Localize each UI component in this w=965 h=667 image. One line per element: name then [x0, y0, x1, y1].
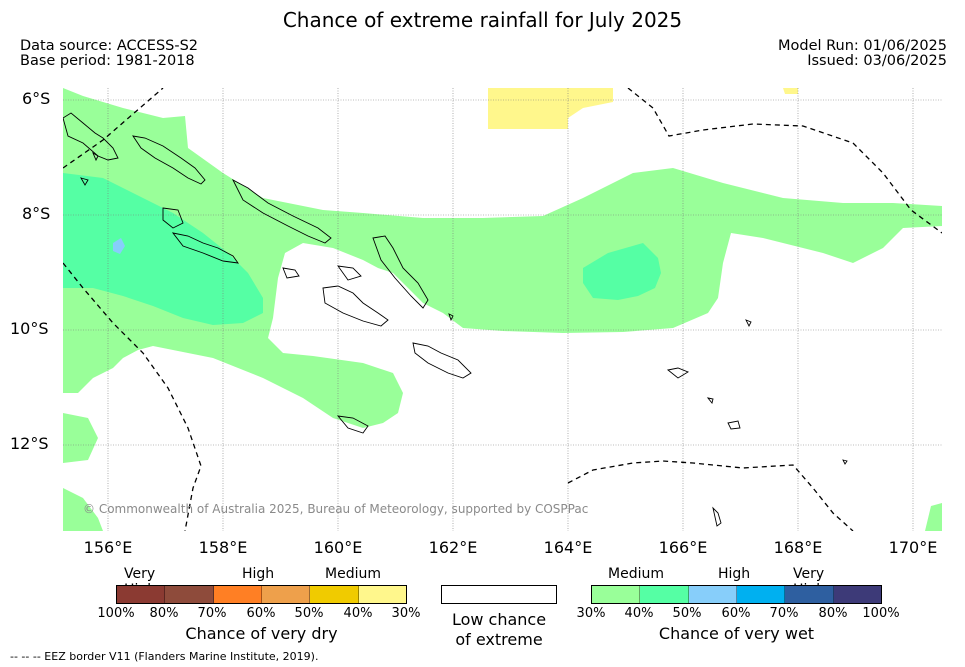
tick-wet-30: 30% [576, 606, 606, 621]
swatch-dry-50-40 [310, 586, 359, 603]
wet-high-regions [63, 173, 661, 325]
florida-islands [337, 265, 362, 281]
tick-dry-60: 60% [246, 606, 276, 621]
russell-islands [282, 267, 300, 279]
new-georgia-island [171, 232, 239, 264]
tick-wet-50: 50% [672, 606, 702, 621]
makira-island [412, 342, 472, 379]
dry-medium-regions [488, 88, 798, 129]
lon-label-162e: 162°E [428, 538, 478, 557]
tick-wet-70: 70% [769, 606, 799, 621]
lon-label-160e: 160°E [313, 538, 363, 557]
legend-neutral-line2: of extreme [455, 630, 543, 649]
lat-label-6s: 6°S [22, 89, 51, 108]
lon-label-158e: 158°E [198, 538, 248, 557]
bougainville-island [63, 112, 119, 161]
model-run: Model Run: 01/06/2025 [777, 38, 947, 54]
legend-dry-medium: Medium [325, 566, 381, 582]
swatch-dry-60-50 [261, 586, 311, 603]
legend-neutral-swatch [441, 585, 557, 604]
tick-dry-80: 80% [149, 606, 179, 621]
swatch-wet-70-80 [785, 586, 834, 603]
lon-label-164e: 164°E [543, 538, 593, 557]
santa-isabel-island [231, 178, 332, 244]
lon-label-170e: 170°E [888, 538, 938, 557]
guadalcanal-island [322, 285, 389, 327]
kolombangara-island [162, 207, 184, 229]
swatch-dry-70-60 [213, 586, 262, 603]
lat-label-8s: 8°S [22, 204, 51, 223]
rainfall-map [63, 88, 942, 531]
legend-wet-high: High [718, 566, 751, 582]
wet-medium-regions [63, 88, 942, 531]
wet-50-60-patch [113, 238, 125, 254]
swatch-wet-60-70 [736, 586, 786, 603]
lat-label-10s: 10°S [10, 319, 49, 338]
legend-dry-caption: Chance of very dry [185, 624, 338, 643]
swatch-dry-100-80 [117, 586, 166, 603]
lat-label-12s: 12°S [10, 434, 49, 453]
eez-borders [63, 88, 942, 531]
tikopia-island [706, 397, 714, 404]
model-run-info: Model Run: 01/06/2025 Issued: 03/06/2025 [778, 39, 947, 69]
swatch-wet-30-40 [592, 586, 641, 603]
vanikoro-island [666, 367, 690, 379]
choiseul-island [132, 135, 206, 185]
swatch-wet-50-60 [688, 586, 737, 603]
tick-dry-100: 100% [97, 606, 135, 621]
lon-label-166e: 166°E [658, 538, 708, 557]
lon-label-168e: 168°E [773, 538, 823, 557]
island-outlines [63, 112, 848, 527]
swatch-dry-40-30 [358, 586, 406, 603]
rennell-island [336, 415, 369, 434]
base-period: Base period: 1981-2018 [20, 53, 195, 69]
swatch-wet-80-100 [833, 586, 881, 603]
legend-wet-caption: Chance of very wet [658, 624, 815, 643]
tick-wet-40: 40% [624, 606, 654, 621]
malaita-island [372, 235, 429, 309]
tick-dry-70: 70% [197, 606, 227, 621]
lon-label-156e: 156°E [83, 538, 133, 557]
anuta-island [727, 420, 741, 430]
tick-wet-60: 60% [721, 606, 751, 621]
legend-wet-medium: Medium [608, 566, 664, 582]
legend-dry-high: High [242, 566, 275, 582]
copyright-notice: © Commonwealth of Australia 2025, Bureau… [83, 502, 589, 516]
map-title: Chance of extreme rainfall for July 2025 [282, 8, 683, 32]
tick-dry-50: 50% [294, 606, 324, 621]
graticule [63, 88, 942, 531]
tick-wet-100: 100% [862, 606, 900, 621]
tick-dry-40: 40% [343, 606, 373, 621]
legend-dry-colorbar [116, 585, 407, 604]
vanuatu-north-island [712, 506, 722, 527]
issued-date: Issued: 03/06/2025 [807, 53, 947, 69]
swatch-wet-40-50 [640, 586, 689, 603]
tick-dry-30: 30% [391, 606, 421, 621]
legend-wet-colorbar [591, 585, 882, 604]
swatch-dry-80-70 [165, 586, 214, 603]
tick-wet-80: 80% [818, 606, 848, 621]
eez-footnote: -- -- -- EEZ border V11 (Flanders Marine… [10, 650, 319, 663]
legend-neutral-line1: Low chance [451, 610, 547, 629]
legend-neutral-caption: Low chance of extreme [430, 610, 568, 650]
data-source-info: Data source: ACCESS-S2 Base period: 1981… [20, 39, 198, 69]
data-source: Data source: ACCESS-S2 [20, 38, 199, 54]
